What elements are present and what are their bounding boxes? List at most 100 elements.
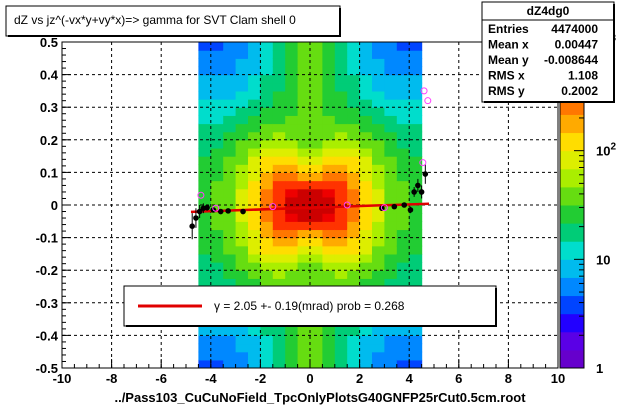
heatmap-cell	[409, 221, 423, 231]
palette-swatch	[560, 114, 584, 134]
heatmap-cell	[322, 164, 336, 173]
heatmap-cell	[347, 237, 361, 247]
heatmap-cell	[372, 221, 385, 231]
heatmap-cell	[322, 278, 336, 288]
heatmap-cell	[310, 327, 323, 336]
profile-point	[217, 208, 224, 215]
heatmap-cell	[347, 351, 361, 361]
heatmap-cell	[409, 131, 423, 141]
heatmap-cell	[334, 172, 348, 182]
heatmap-cell	[297, 156, 311, 165]
heatmap-cell	[248, 131, 261, 141]
profile-point	[196, 208, 203, 215]
heatmap-cell	[310, 221, 323, 231]
heatmap-cell	[310, 351, 323, 361]
heatmap-cell	[347, 156, 361, 165]
heatmap-cell	[260, 42, 274, 51]
palette-tick-label: 1	[596, 361, 603, 376]
heatmap-cell	[235, 164, 249, 173]
heatmap-cell	[210, 205, 224, 214]
heatmap-cell	[198, 115, 212, 125]
heatmap-cell	[260, 82, 274, 92]
heatmap-cell	[310, 180, 323, 190]
y-tick-label: -0.3	[36, 296, 58, 311]
heatmap-cell	[384, 196, 398, 206]
heatmap-cell	[310, 123, 323, 133]
heatmap-cell	[223, 66, 237, 76]
heatmap-cell	[384, 42, 398, 51]
heatmap-cell	[372, 123, 385, 133]
y-tick-label: 0.2	[40, 133, 58, 148]
heatmap-cell	[384, 205, 398, 214]
heatmap-cell	[384, 270, 398, 279]
heatmap-cell	[322, 205, 336, 214]
heatmap-cell	[260, 335, 274, 345]
heatmap-cell	[198, 270, 212, 279]
heatmap-cell	[198, 139, 212, 149]
heatmap-cell	[396, 131, 410, 141]
heatmap-cell	[334, 156, 348, 165]
heatmap-cell	[210, 66, 224, 76]
heatmap-cell	[372, 229, 385, 239]
heatmap-cell	[409, 213, 423, 222]
heatmap-cell	[322, 229, 336, 239]
profile-point	[418, 189, 425, 195]
heatmap-cell	[297, 270, 311, 279]
heatmap-cell	[248, 164, 261, 173]
heatmap-cell	[359, 270, 373, 279]
heatmap-cell	[347, 327, 361, 336]
heatmap-cell	[210, 164, 224, 173]
heatmap-cell	[210, 172, 224, 182]
y-tick-label: 0.3	[40, 100, 58, 115]
heatmap-cell	[310, 139, 323, 149]
heatmap-cell	[359, 42, 373, 51]
heatmap-cell	[384, 156, 398, 165]
profile-point	[415, 182, 421, 189]
x-axis-label: ../Pass103_CuCuNoField_TpcOnlyPlotsG40GN…	[114, 390, 526, 405]
heatmap-cell	[272, 99, 286, 108]
heatmap-cell	[210, 351, 224, 361]
heatmap-cell	[198, 278, 212, 288]
heatmap-cell	[359, 139, 373, 149]
heatmap-cell	[297, 221, 311, 231]
heatmap-cell	[297, 188, 311, 198]
heatmap-cell	[359, 237, 373, 247]
heatmap-cell	[272, 107, 286, 116]
heatmap-cell	[285, 90, 299, 100]
heatmap-cell	[297, 213, 311, 222]
heatmap-cell	[384, 131, 398, 141]
heatmap-cell	[347, 42, 361, 51]
heatmap-cell	[272, 335, 286, 345]
heatmap-cell	[396, 253, 410, 263]
palette-swatch	[560, 186, 584, 206]
heatmap-cell	[310, 253, 323, 263]
heatmap-cell	[347, 115, 361, 125]
heatmap-cell	[409, 123, 423, 133]
heatmap-cell	[198, 66, 212, 76]
heatmap-cell	[396, 343, 410, 353]
heatmap-cell	[272, 180, 286, 190]
heatmap-cell	[210, 115, 224, 125]
heatmap-cell	[235, 351, 249, 361]
stats-value: 4474000	[551, 22, 598, 36]
heatmap-cell	[260, 180, 274, 190]
heatmap-cell	[210, 245, 224, 255]
heatmap-cell	[372, 147, 385, 157]
heatmap-cell	[310, 42, 323, 51]
heatmap-cell	[322, 188, 336, 198]
heatmap-cell	[359, 172, 373, 182]
heatmap-cell	[334, 270, 348, 279]
heatmap-cell	[310, 58, 323, 68]
heatmap-cell	[334, 343, 348, 353]
heatmap-cell	[372, 237, 385, 247]
y-tick-label: 0.5	[40, 35, 58, 50]
heatmap-cell	[297, 180, 311, 190]
heatmap-cell	[384, 139, 398, 149]
heatmap-cell	[248, 359, 261, 368]
heatmap-cell	[409, 327, 423, 336]
heatmap-cell	[322, 107, 336, 116]
heatmap-cell	[248, 115, 261, 125]
heatmap-cell	[198, 245, 212, 255]
heatmap-cell	[359, 156, 373, 165]
heatmap-cell	[297, 205, 311, 214]
